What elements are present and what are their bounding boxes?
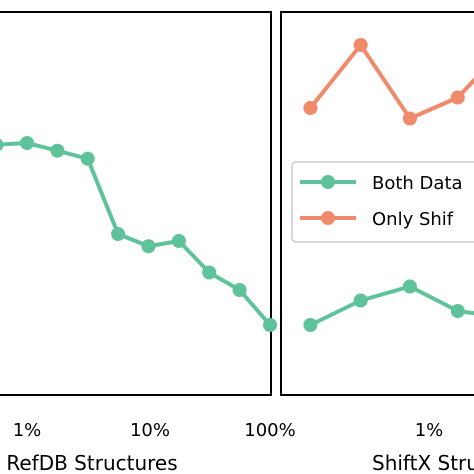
left-both-datasets-point xyxy=(171,234,186,248)
right-both-datasets-point xyxy=(303,318,318,332)
right-both-datasets-line xyxy=(309,284,474,327)
left-x-tick-label: 10% xyxy=(130,420,170,441)
left-x-tick-label: 100% xyxy=(244,420,295,441)
left-both-datasets-point xyxy=(111,227,126,241)
right-only-shiftx-point xyxy=(303,101,318,115)
left-both-datasets-point xyxy=(0,138,4,151)
left-panel-frame xyxy=(0,11,272,396)
right-panel-series xyxy=(303,38,474,332)
right-both-datasets-point xyxy=(353,293,368,308)
legend: Both Data Only Shif xyxy=(291,161,474,243)
legend-marker-both xyxy=(321,175,335,189)
left-both-datasets-point xyxy=(202,265,217,280)
left-both-datasets-point xyxy=(141,239,156,254)
left-x-axis-title: RefDB Structures xyxy=(6,451,177,474)
right-panel-frame xyxy=(280,11,474,396)
left-both-datasets-point xyxy=(263,318,277,332)
legend-marker-shiftx xyxy=(321,211,335,225)
right-only-shiftx-point xyxy=(402,111,417,126)
right-only-shiftx-point xyxy=(450,90,465,105)
right-x-axis-title: ShiftX Structures xyxy=(372,451,474,474)
right-both-datasets-point xyxy=(450,304,465,318)
left-both-datasets-point xyxy=(232,283,247,297)
left-x-tick-label: 1% xyxy=(13,420,42,441)
left-both-datasets-point xyxy=(80,151,95,166)
legend-label-both: Both Data xyxy=(372,173,463,194)
right-both-datasets-point xyxy=(402,279,417,294)
right-only-shiftx-line xyxy=(308,43,474,121)
left-both-datasets-line xyxy=(0,141,272,327)
left-both-datasets-point xyxy=(20,136,34,150)
legend-label-shiftx: Only Shif xyxy=(372,209,454,230)
left-both-datasets-point xyxy=(50,143,65,158)
right-only-shiftx-point xyxy=(353,38,368,52)
left-panel-series xyxy=(0,136,277,332)
right-x-tick-label: 1% xyxy=(415,420,444,441)
